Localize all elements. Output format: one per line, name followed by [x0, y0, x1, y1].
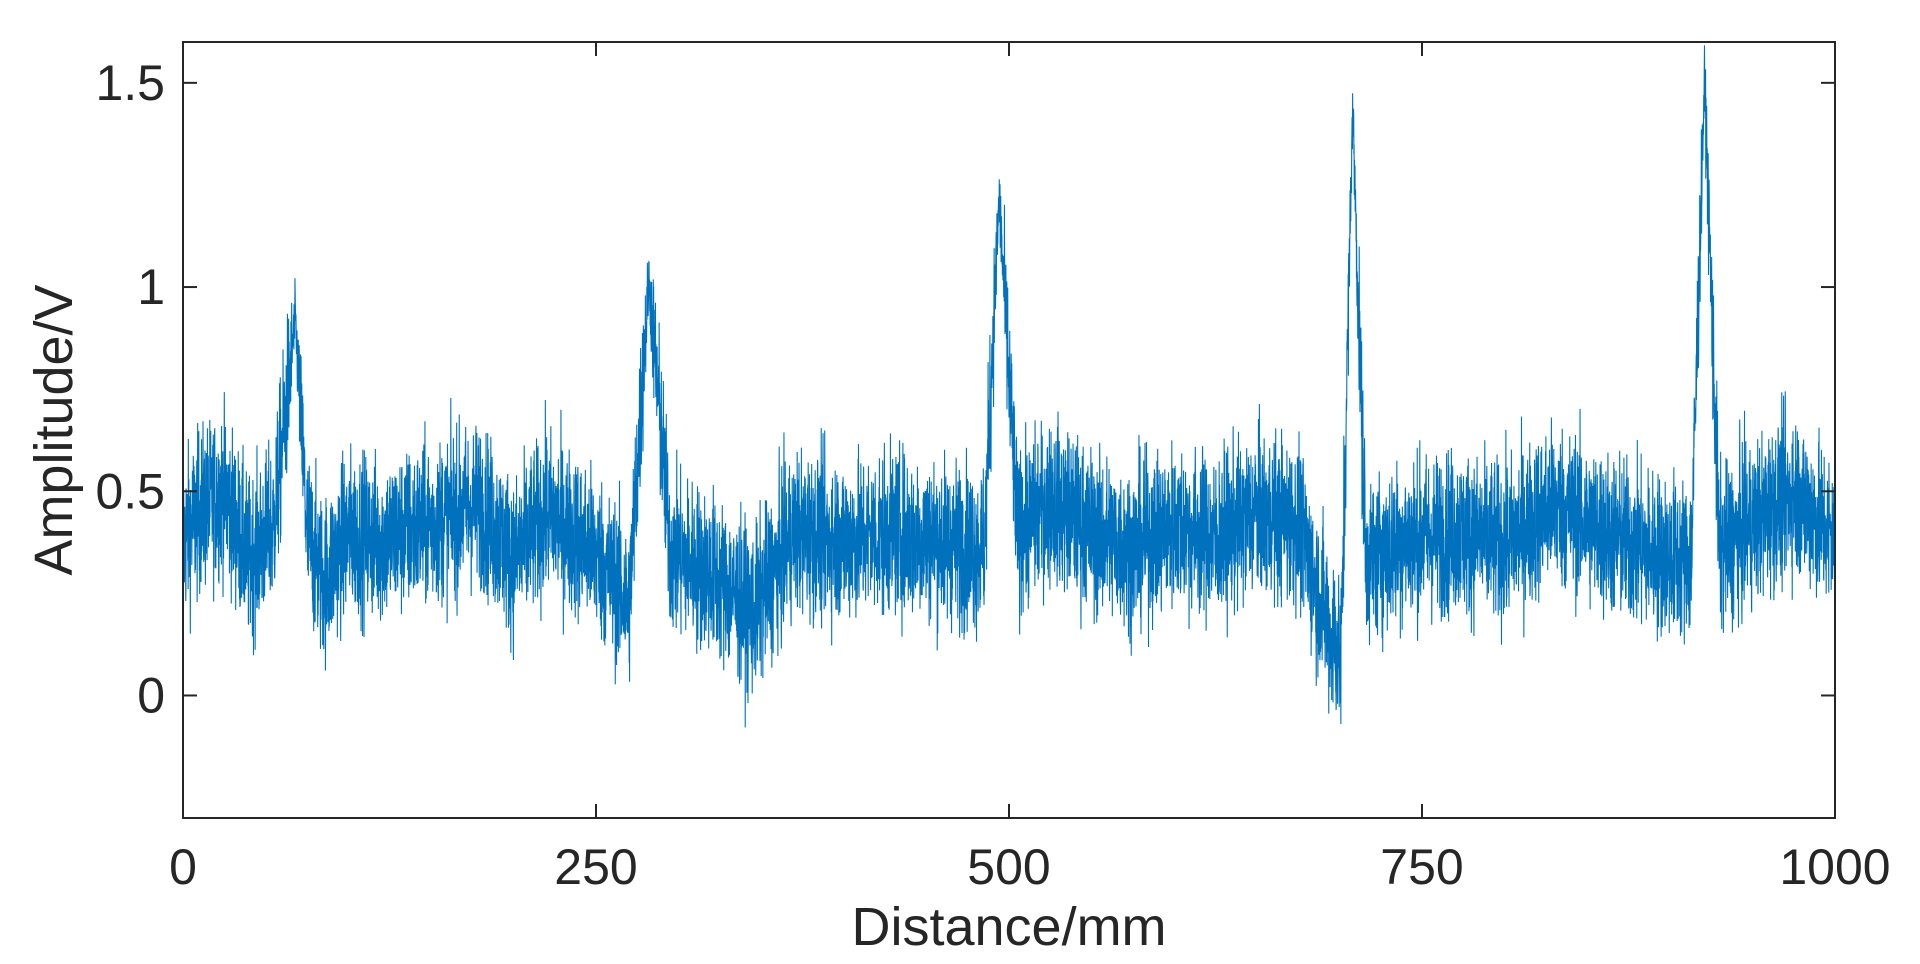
y-tick-label: 1 — [137, 259, 165, 315]
y-axis-label: Amplitude/V — [24, 284, 84, 575]
x-tick-label: 1000 — [1779, 839, 1890, 895]
x-tick-label: 500 — [967, 839, 1050, 895]
signal-line — [183, 45, 1835, 728]
x-axis-label: Distance/mm — [851, 897, 1166, 957]
x-tick-label: 750 — [1380, 839, 1463, 895]
ticks-layer: 0 250 500 750 1000 0 0.5 1 1.5 — [95, 42, 1891, 895]
x-tick-label: 0 — [169, 839, 197, 895]
y-tick-label: 1.5 — [95, 55, 165, 111]
y-tick-label: 0.5 — [95, 463, 165, 519]
y-tick-label: 0 — [137, 667, 165, 723]
x-tick-label: 250 — [554, 839, 637, 895]
signal-series-layer — [183, 45, 1835, 728]
axes-box — [182, 41, 1836, 819]
